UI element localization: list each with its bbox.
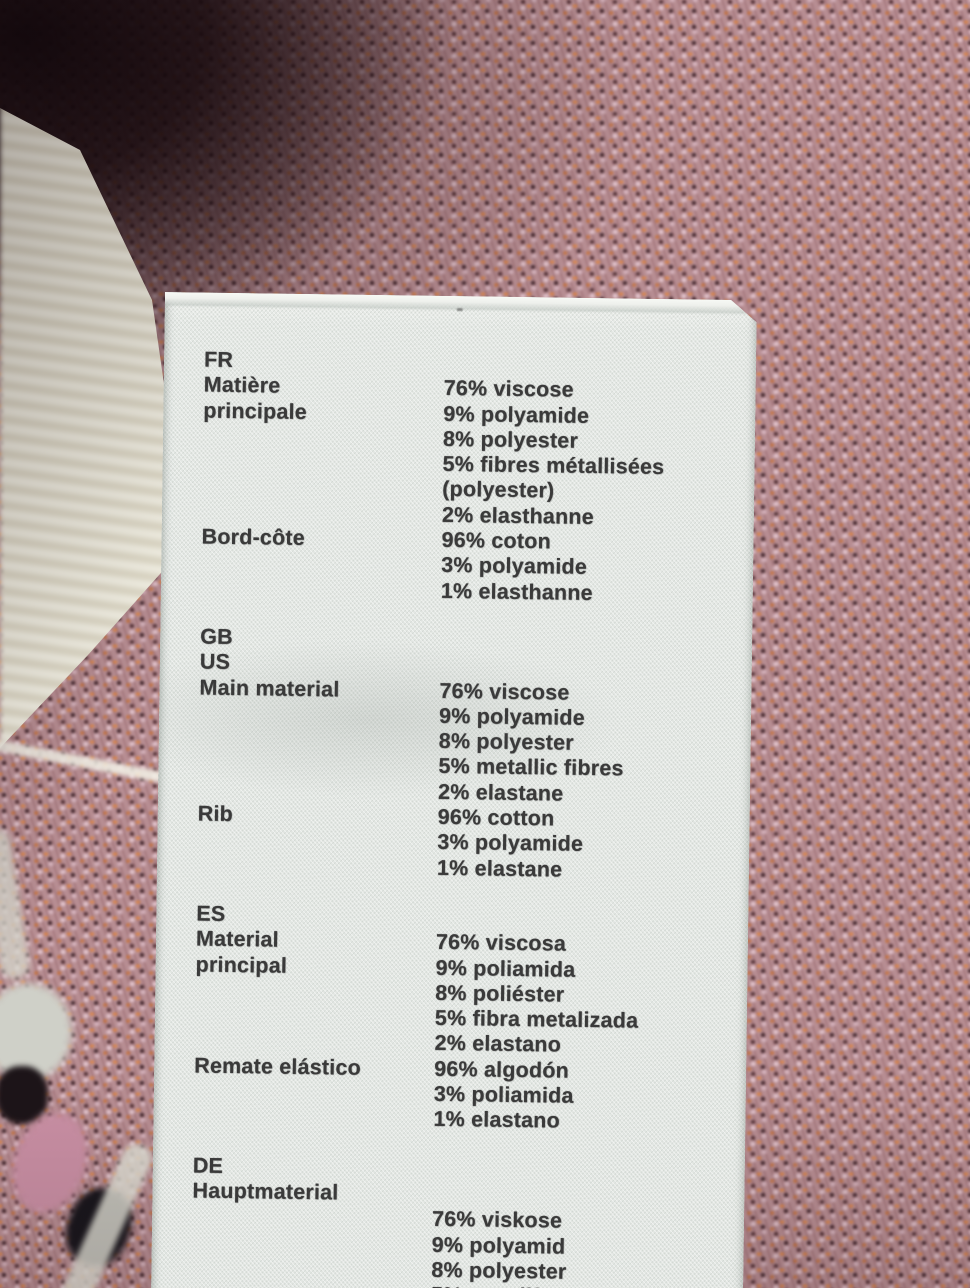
material-part-label — [197, 827, 437, 856]
material-part-label — [197, 852, 437, 881]
language-code: US — [199, 649, 231, 675]
label-section-es: ES Material 76% viscosa principal 9% poliami… — [193, 901, 734, 1136]
label-speck — [457, 308, 463, 311]
language-code: GB — [200, 624, 234, 649]
material-part-label — [195, 1003, 435, 1032]
label-text: FR Matière 76% viscose principale 9% polyami… — [191, 348, 742, 1288]
language-code: ES — [196, 901, 226, 926]
material-part-label — [201, 550, 441, 579]
material-part-label — [199, 726, 439, 755]
material-part-label: Hauptmaterial — [192, 1178, 339, 1205]
material-part-label — [201, 575, 441, 604]
material-composition-value: 1% elasthanne — [440, 578, 593, 605]
language-code: DE — [192, 1153, 224, 1178]
material-part-label — [198, 776, 438, 805]
label-section-de: DE Hauptmaterial 76% viskose 9% polyamid 8% … — [191, 1153, 731, 1288]
material-part-label — [202, 474, 442, 503]
material-part-label — [194, 1028, 434, 1057]
material-part-label — [192, 1204, 432, 1233]
label-section-gb-us: GB US Main material 76% viscose 9% polyamide… — [197, 624, 738, 884]
material-composition-value: 1% elastane — [436, 855, 563, 882]
material-part-label: Rib — [197, 801, 234, 827]
material-part-label — [198, 751, 438, 780]
material-part-label: principal — [195, 952, 288, 978]
material-part-label — [194, 1078, 434, 1107]
material-part-label — [202, 499, 442, 528]
material-part-label: principale — [203, 398, 308, 424]
material-part-label — [195, 977, 435, 1006]
material-part-label — [192, 1229, 432, 1258]
material-part-label: Bord-côte — [201, 524, 306, 551]
care-label: FR Matière 76% viscose principale 9% polyami… — [150, 292, 757, 1288]
material-part-label — [193, 1104, 433, 1133]
material-part-label: Remate elástico — [194, 1053, 362, 1080]
material-part-label: Material — [195, 926, 279, 952]
material-part-label — [199, 700, 439, 729]
material-part-label: Main material — [199, 675, 340, 702]
label-section-fr: FR Matière 76% viscose principale 9% polyami… — [201, 348, 742, 608]
material-part-label: Matière — [203, 372, 281, 398]
material-part-label — [203, 423, 443, 452]
material-composition-value: 1% elastano — [433, 1107, 561, 1133]
material-part-label — [191, 1254, 431, 1283]
material-part-label — [202, 449, 442, 478]
language-code: FR — [203, 347, 234, 372]
